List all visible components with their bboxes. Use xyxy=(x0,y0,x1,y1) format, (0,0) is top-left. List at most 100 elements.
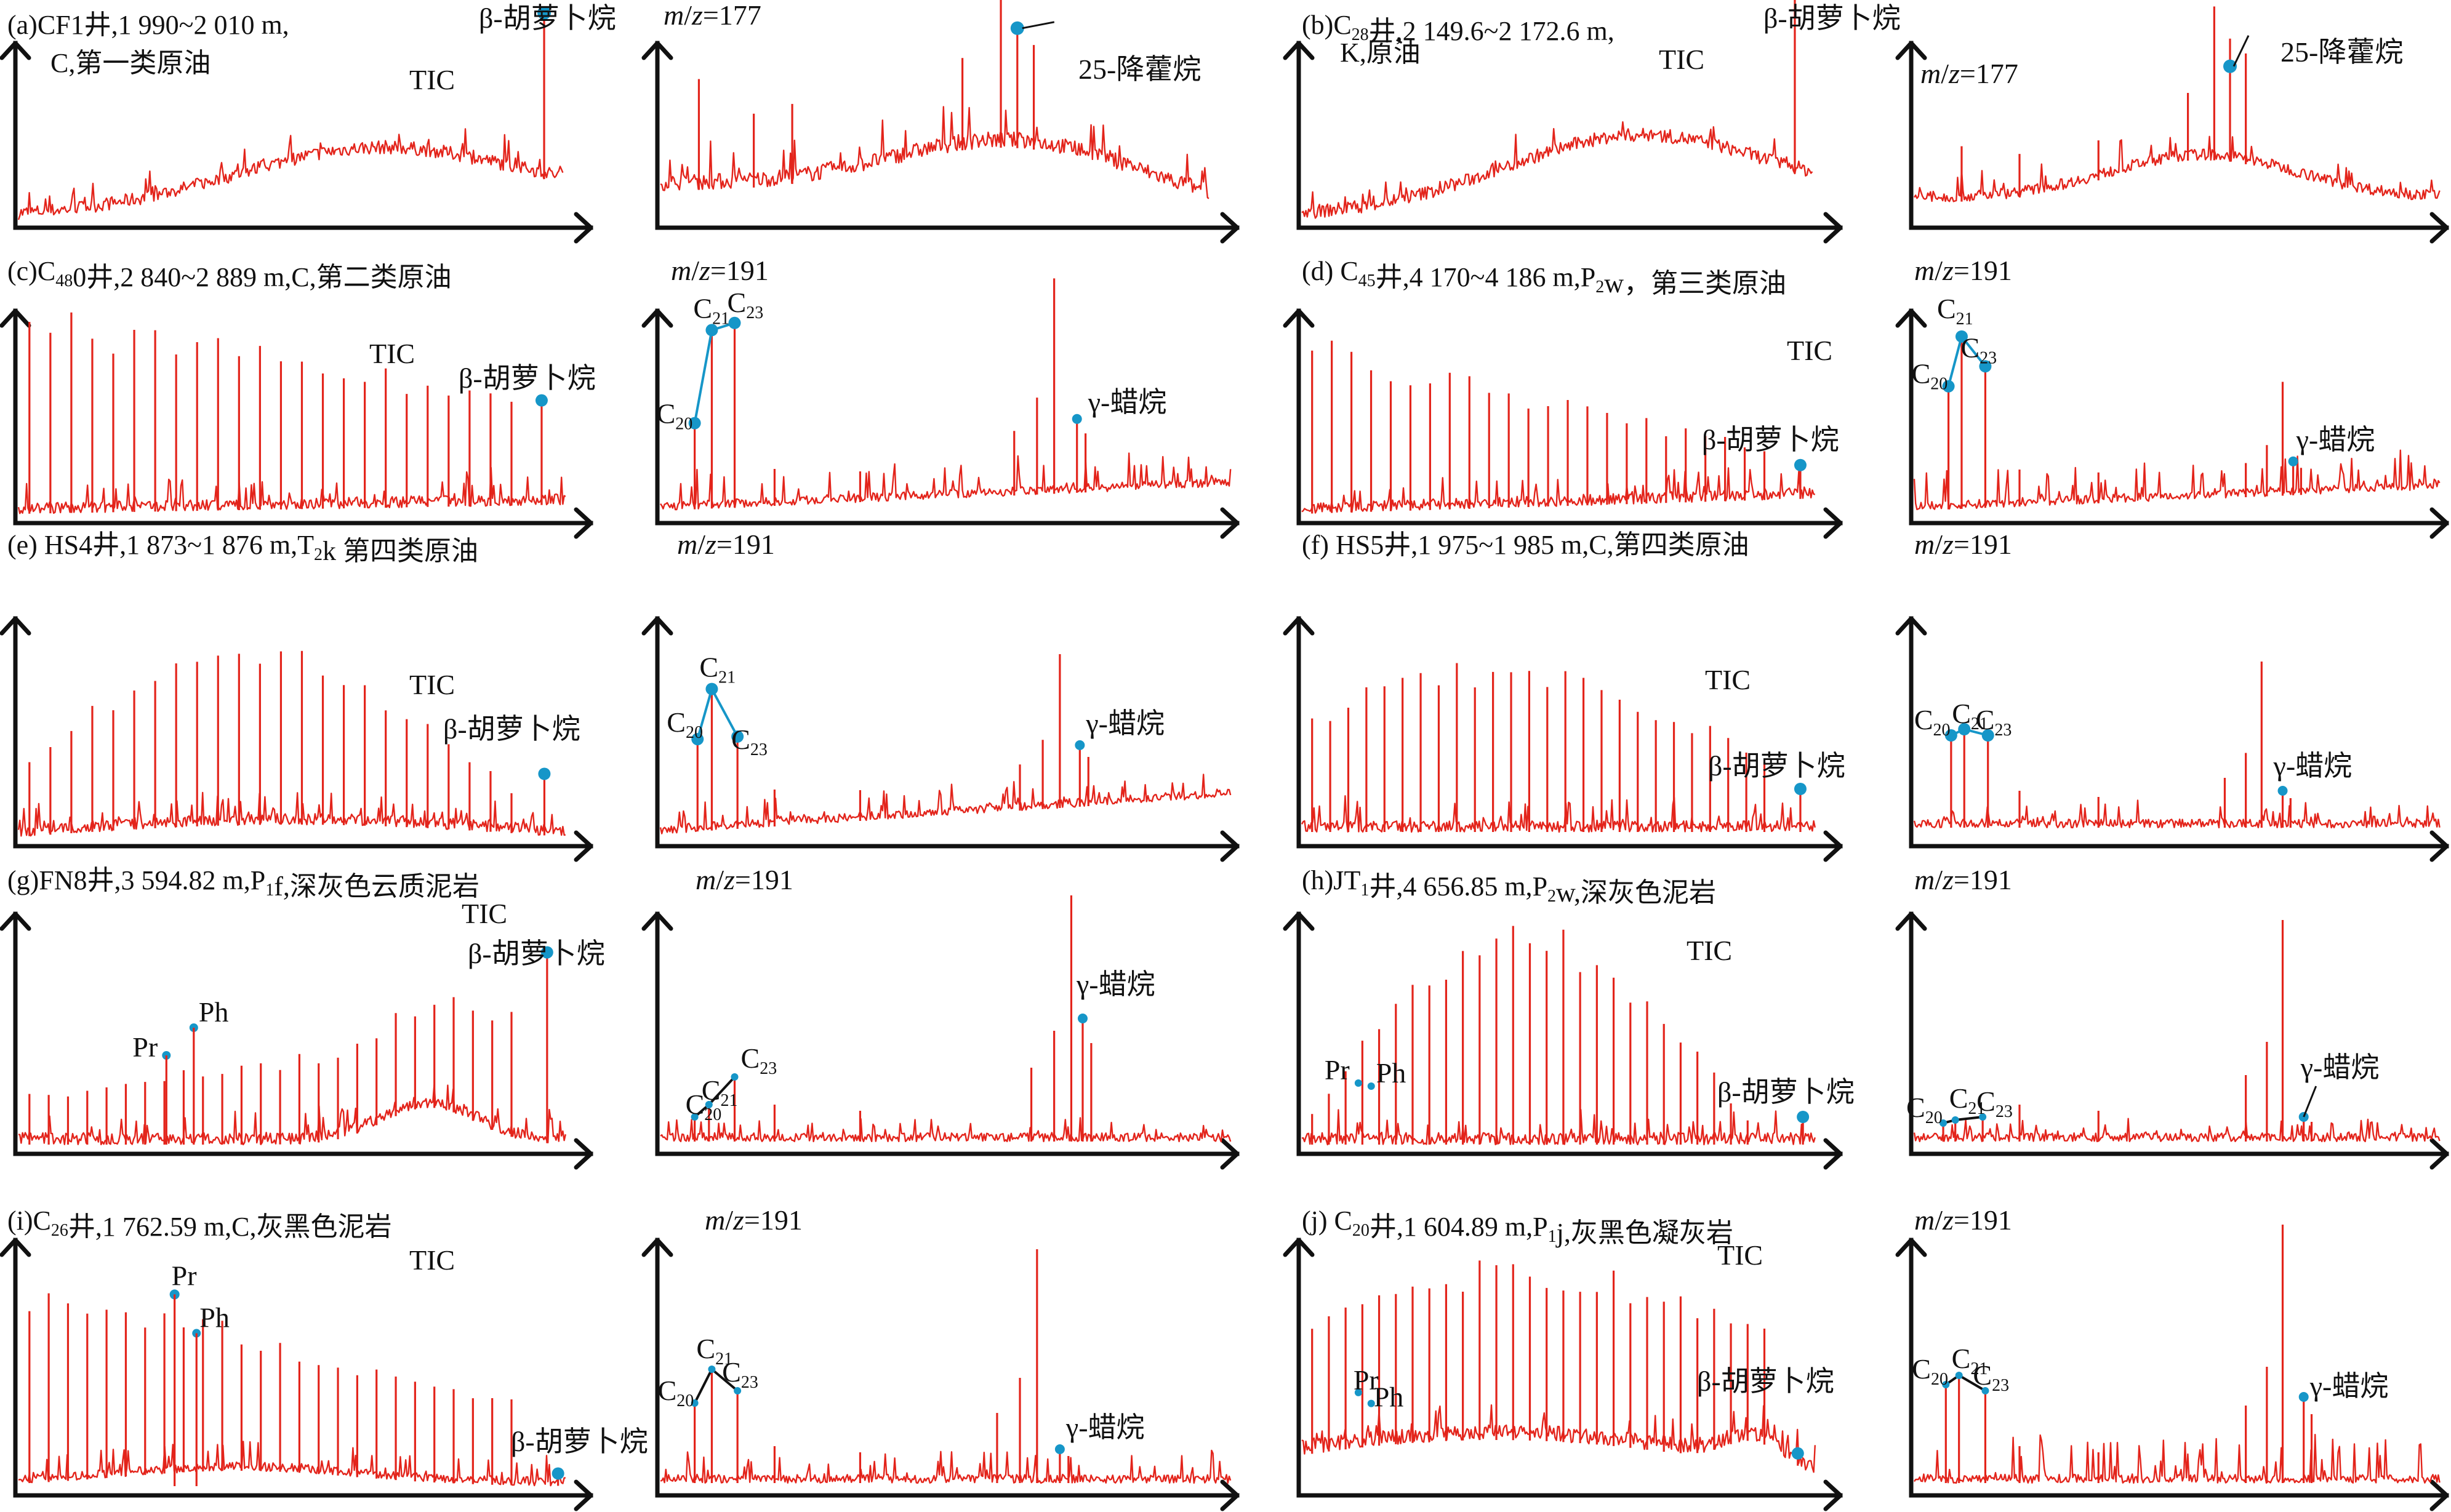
mz-trace-j xyxy=(1914,1225,2441,1484)
tic-axes-i xyxy=(0,1238,593,1511)
axis-lines xyxy=(655,41,1240,230)
beta-carotane-marker xyxy=(552,1467,564,1480)
y-axis-arrow xyxy=(1283,308,1315,328)
beta-carotane-marker xyxy=(538,767,551,780)
axis-lines xyxy=(655,911,1240,1156)
gammacerane-label-j: γ-蜡烷 xyxy=(2309,1370,2389,1402)
axis-lines xyxy=(1296,616,1843,849)
hopane-label-g20: C20 xyxy=(686,1089,722,1124)
baseline-trace xyxy=(17,466,566,514)
tic-trace-b xyxy=(1301,0,1813,219)
baseline-trace xyxy=(1301,795,1816,833)
mz-label-j: m/z=191 xyxy=(1914,1204,2012,1236)
tic-label-b: TIC xyxy=(1659,44,1704,75)
y-axis-arrow xyxy=(0,911,31,931)
tic-label-g: TIC xyxy=(462,898,507,929)
c20-marker xyxy=(688,417,701,430)
tic-label-j: TIC xyxy=(1717,1239,1763,1271)
baseline-trace xyxy=(1301,121,1813,219)
tic-trace-d xyxy=(1301,340,1816,514)
beta-carotane-label-h: β-胡萝卜烷 xyxy=(1717,1076,1855,1108)
hopane-label-d23: C23 xyxy=(1960,332,1997,367)
gammacerane-marker xyxy=(1072,414,1082,424)
y-axis-arrow xyxy=(641,616,673,636)
mz-label-i: m/z=191 xyxy=(705,1204,803,1236)
c23-marker xyxy=(1981,729,1994,742)
tic-trace-a xyxy=(17,13,564,220)
baseline-trace xyxy=(660,1449,1232,1484)
hopane-label-j21: C21 xyxy=(1952,1343,1988,1378)
baseline-trace xyxy=(17,128,564,220)
x-axis-arrow xyxy=(574,1138,593,1170)
tic-axes-g xyxy=(0,911,593,1170)
pr-label-i: Pr xyxy=(172,1260,197,1291)
hopane-label-c21: C21 xyxy=(693,292,729,328)
c20-marker xyxy=(691,1399,699,1407)
baseline-trace xyxy=(660,1117,1232,1143)
panel-title-c: (c)C480井,2 840~2 889 m,C,第二类原油 xyxy=(7,256,452,292)
baseline-trace xyxy=(1914,1434,2441,1484)
gammacerane-label-f: γ-蜡烷 xyxy=(2273,750,2353,782)
hopane-label-e23: C23 xyxy=(731,724,768,759)
c20-marker xyxy=(1940,1119,1948,1127)
mz-trace-b xyxy=(1913,6,2441,202)
baseline-trace xyxy=(18,1441,566,1487)
hopane-label-i20: C20 xyxy=(658,1375,694,1410)
beta-carotane-marker xyxy=(540,946,553,959)
ph-label-g: Ph xyxy=(199,996,229,1028)
x-axis-arrow xyxy=(2429,830,2449,862)
tic-label-e: TIC xyxy=(409,669,455,700)
pr-label-h: Pr xyxy=(1325,1054,1350,1086)
baseline-trace xyxy=(659,774,1232,834)
c21-marker xyxy=(705,682,718,695)
baseline-trace xyxy=(1913,135,2441,202)
y-axis-arrow xyxy=(1895,911,1927,931)
baseline-trace xyxy=(1301,1109,1816,1146)
y-axis-arrow xyxy=(1283,911,1315,931)
tic-trace-e xyxy=(17,650,566,837)
mz-axes-i xyxy=(641,1238,1240,1511)
y-axis-arrow xyxy=(641,41,673,60)
x-axis-arrow xyxy=(1823,507,1843,539)
c23-marker xyxy=(728,316,741,329)
beta-carotane-label-j: β-胡萝卜烷 xyxy=(1697,1366,1834,1397)
hopane-label-d20: C20 xyxy=(1912,358,1948,394)
panel-title-a: (a)CF1井,1 990~2 010 m, xyxy=(7,10,289,40)
panel-title-h: (h)JT1井,4 656.85 m,P2w,深灰色泥岩 xyxy=(1302,865,1716,908)
x-axis-arrow xyxy=(2429,1479,2449,1511)
hopane-label-g23: C23 xyxy=(741,1042,777,1078)
axis-lines xyxy=(1909,911,2449,1156)
mz-trace-i xyxy=(660,1249,1232,1484)
gammacerane-marker xyxy=(1077,1014,1088,1023)
gammacerane-label-d: γ-蜡烷 xyxy=(2296,424,2375,455)
baseline-trace xyxy=(17,791,566,837)
baseline-trace xyxy=(1913,449,2441,510)
c20-marker xyxy=(1944,729,1957,742)
panel-title-b-line2: K,原油 xyxy=(1340,38,1421,68)
gammacerane-label-i: γ-蜡烷 xyxy=(1065,1412,1145,1443)
y-axis-arrow xyxy=(1283,41,1315,60)
c21-marker xyxy=(708,1366,716,1373)
gammacerane-marker xyxy=(2288,456,2298,466)
x-axis-arrow xyxy=(2429,1138,2449,1170)
panel-title-a-line2: C,第一类原油 xyxy=(50,48,211,78)
beta-carotane-marker xyxy=(1794,458,1807,471)
pr-label-g: Pr xyxy=(132,1031,158,1063)
c20-marker xyxy=(1942,1381,1950,1388)
mz-axes-g xyxy=(641,911,1240,1170)
mz-axes-f xyxy=(1895,616,2449,862)
hopane-label-h21: C21 xyxy=(1949,1082,1986,1118)
axis-lines xyxy=(655,308,1240,526)
axis-lines xyxy=(1296,41,1843,230)
axis-lines xyxy=(655,1238,1240,1498)
y-axis-arrow xyxy=(0,616,31,636)
y-axis-arrow xyxy=(1283,1238,1315,1257)
baseline-trace xyxy=(660,452,1232,511)
axis-lines xyxy=(13,1238,593,1498)
axis-lines xyxy=(1909,41,2449,230)
x-axis-arrow xyxy=(1220,507,1240,539)
c23-marker xyxy=(734,1387,742,1394)
x-axis-arrow xyxy=(1823,1138,1843,1170)
ph-label-i: Ph xyxy=(199,1302,230,1334)
beta-carotane-marker xyxy=(1791,1447,1804,1460)
